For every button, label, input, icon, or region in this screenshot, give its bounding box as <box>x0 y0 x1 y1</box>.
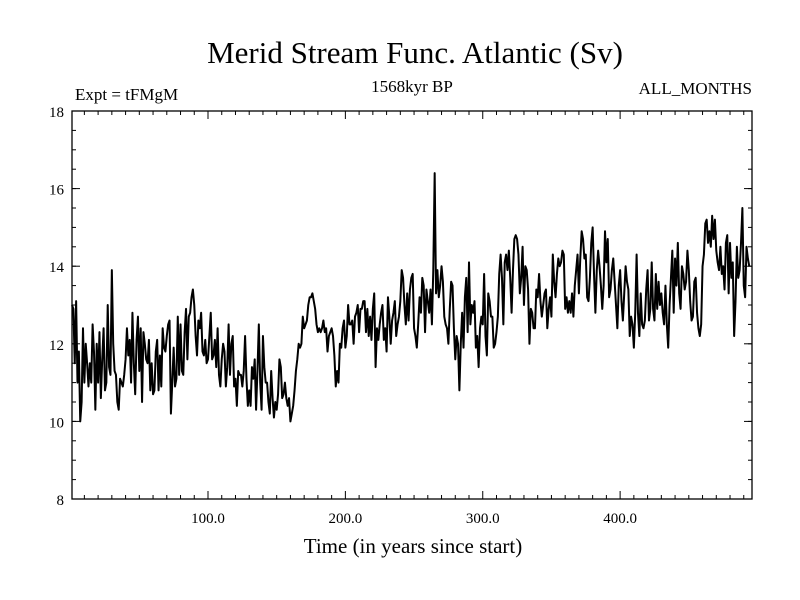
y-tick-label: 18 <box>49 105 64 121</box>
y-tick-label: 14 <box>49 260 65 276</box>
y-tick-label: 12 <box>49 338 64 354</box>
y-tick-label: 16 <box>49 183 65 199</box>
plot-frame <box>71 110 753 500</box>
experiment-label: Expt = tFMgM <box>75 85 178 104</box>
x-tick-label: 100.0 <box>191 511 225 527</box>
x-tick-label: 300.0 <box>466 511 500 527</box>
chart-title: Merid Stream Func. Atlantic (Sv) <box>207 35 623 70</box>
x-tick-labels: 100.0 200.0 300.0 400.0 <box>191 511 637 527</box>
y-tick-label: 10 <box>49 415 64 431</box>
y-tick-label: 8 <box>57 493 65 509</box>
period-label: 1568kyr BP <box>371 77 453 96</box>
x-tick-label: 400.0 <box>603 511 637 527</box>
months-label: ALL_MONTHS <box>639 79 752 98</box>
data-series-line <box>71 172 751 423</box>
x-axis-label: Time (in years since start) <box>304 534 523 558</box>
y-tick-labels: 8 10 12 14 16 18 <box>49 105 65 509</box>
x-tick-label: 200.0 <box>328 511 362 527</box>
